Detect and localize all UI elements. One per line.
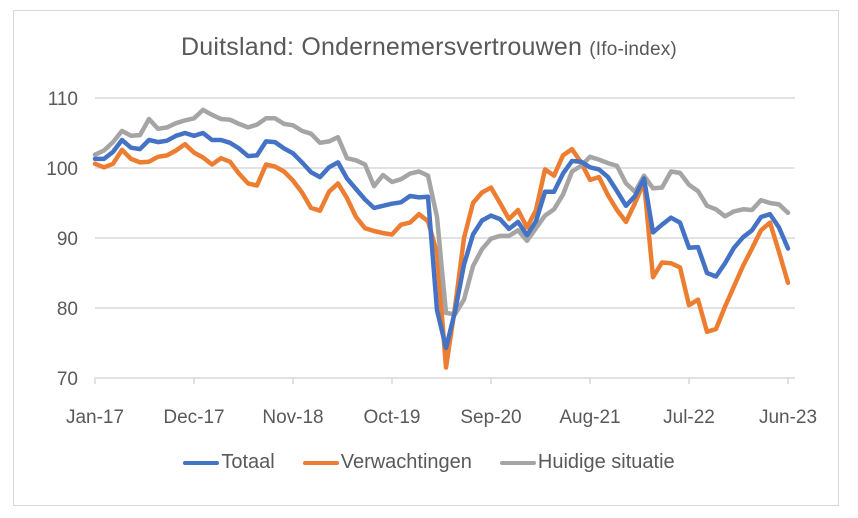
legend: Totaal Verwachtingen Huidige situatie — [0, 451, 858, 474]
y-tick-label: 100 — [46, 159, 78, 180]
y-tick-label: 90 — [57, 229, 78, 250]
legend-swatch-huidige-situatie — [499, 460, 536, 465]
legend-item-verwachtingen: Verwachtingen — [302, 451, 472, 474]
legend-label-verwachtingen: Verwachtingen — [340, 451, 472, 473]
x-axis-tick-labels: Jan-17 Dec-17 Nov-18 Oct-19 Sep-20 Aug-21 Jul-… — [66, 407, 817, 428]
y-axis-tick-labels: 70 80 90 100 110 — [46, 89, 78, 390]
chart-title: Duitsland: Ondernemersvertrouwen (Ifo-in… — [0, 33, 858, 62]
y-tick-label: 110 — [48, 89, 78, 110]
x-tick-label: Oct-19 — [363, 407, 420, 428]
x-tick-label: Jul-22 — [663, 407, 715, 428]
x-tick-label: Sep-20 — [460, 407, 521, 428]
chart-subtitle: (Ifo-index) — [589, 39, 677, 60]
x-tick-label: Nov-18 — [262, 407, 323, 428]
chart-title-main: Duitsland: Ondernemersvertrouwen — [181, 33, 583, 61]
series-line-verwachtingen — [92, 141, 791, 370]
legend-item-totaal: Totaal — [183, 451, 275, 474]
x-tick-label: Dec-17 — [163, 407, 224, 428]
legend-swatch-totaal — [183, 460, 220, 465]
series-line-totaal — [92, 130, 791, 351]
x-tick-label: Aug-21 — [559, 407, 620, 428]
legend-label-totaal: Totaal — [221, 451, 275, 473]
legend-label-huidige-situatie: Huidige situatie — [537, 451, 675, 473]
series-line-huidige-situatie — [92, 107, 791, 317]
x-tick-label: Jan-17 — [66, 407, 124, 428]
legend-swatch-verwachtingen — [302, 460, 339, 465]
series-lines — [92, 107, 791, 370]
legend-item-huidige-situatie: Huidige situatie — [499, 451, 675, 474]
y-tick-label: 80 — [57, 299, 78, 320]
gridlines — [95, 97, 795, 309]
x-tick-label: Jun-23 — [759, 407, 817, 428]
y-tick-label: 70 — [57, 369, 78, 390]
x-axis — [94, 377, 795, 384]
